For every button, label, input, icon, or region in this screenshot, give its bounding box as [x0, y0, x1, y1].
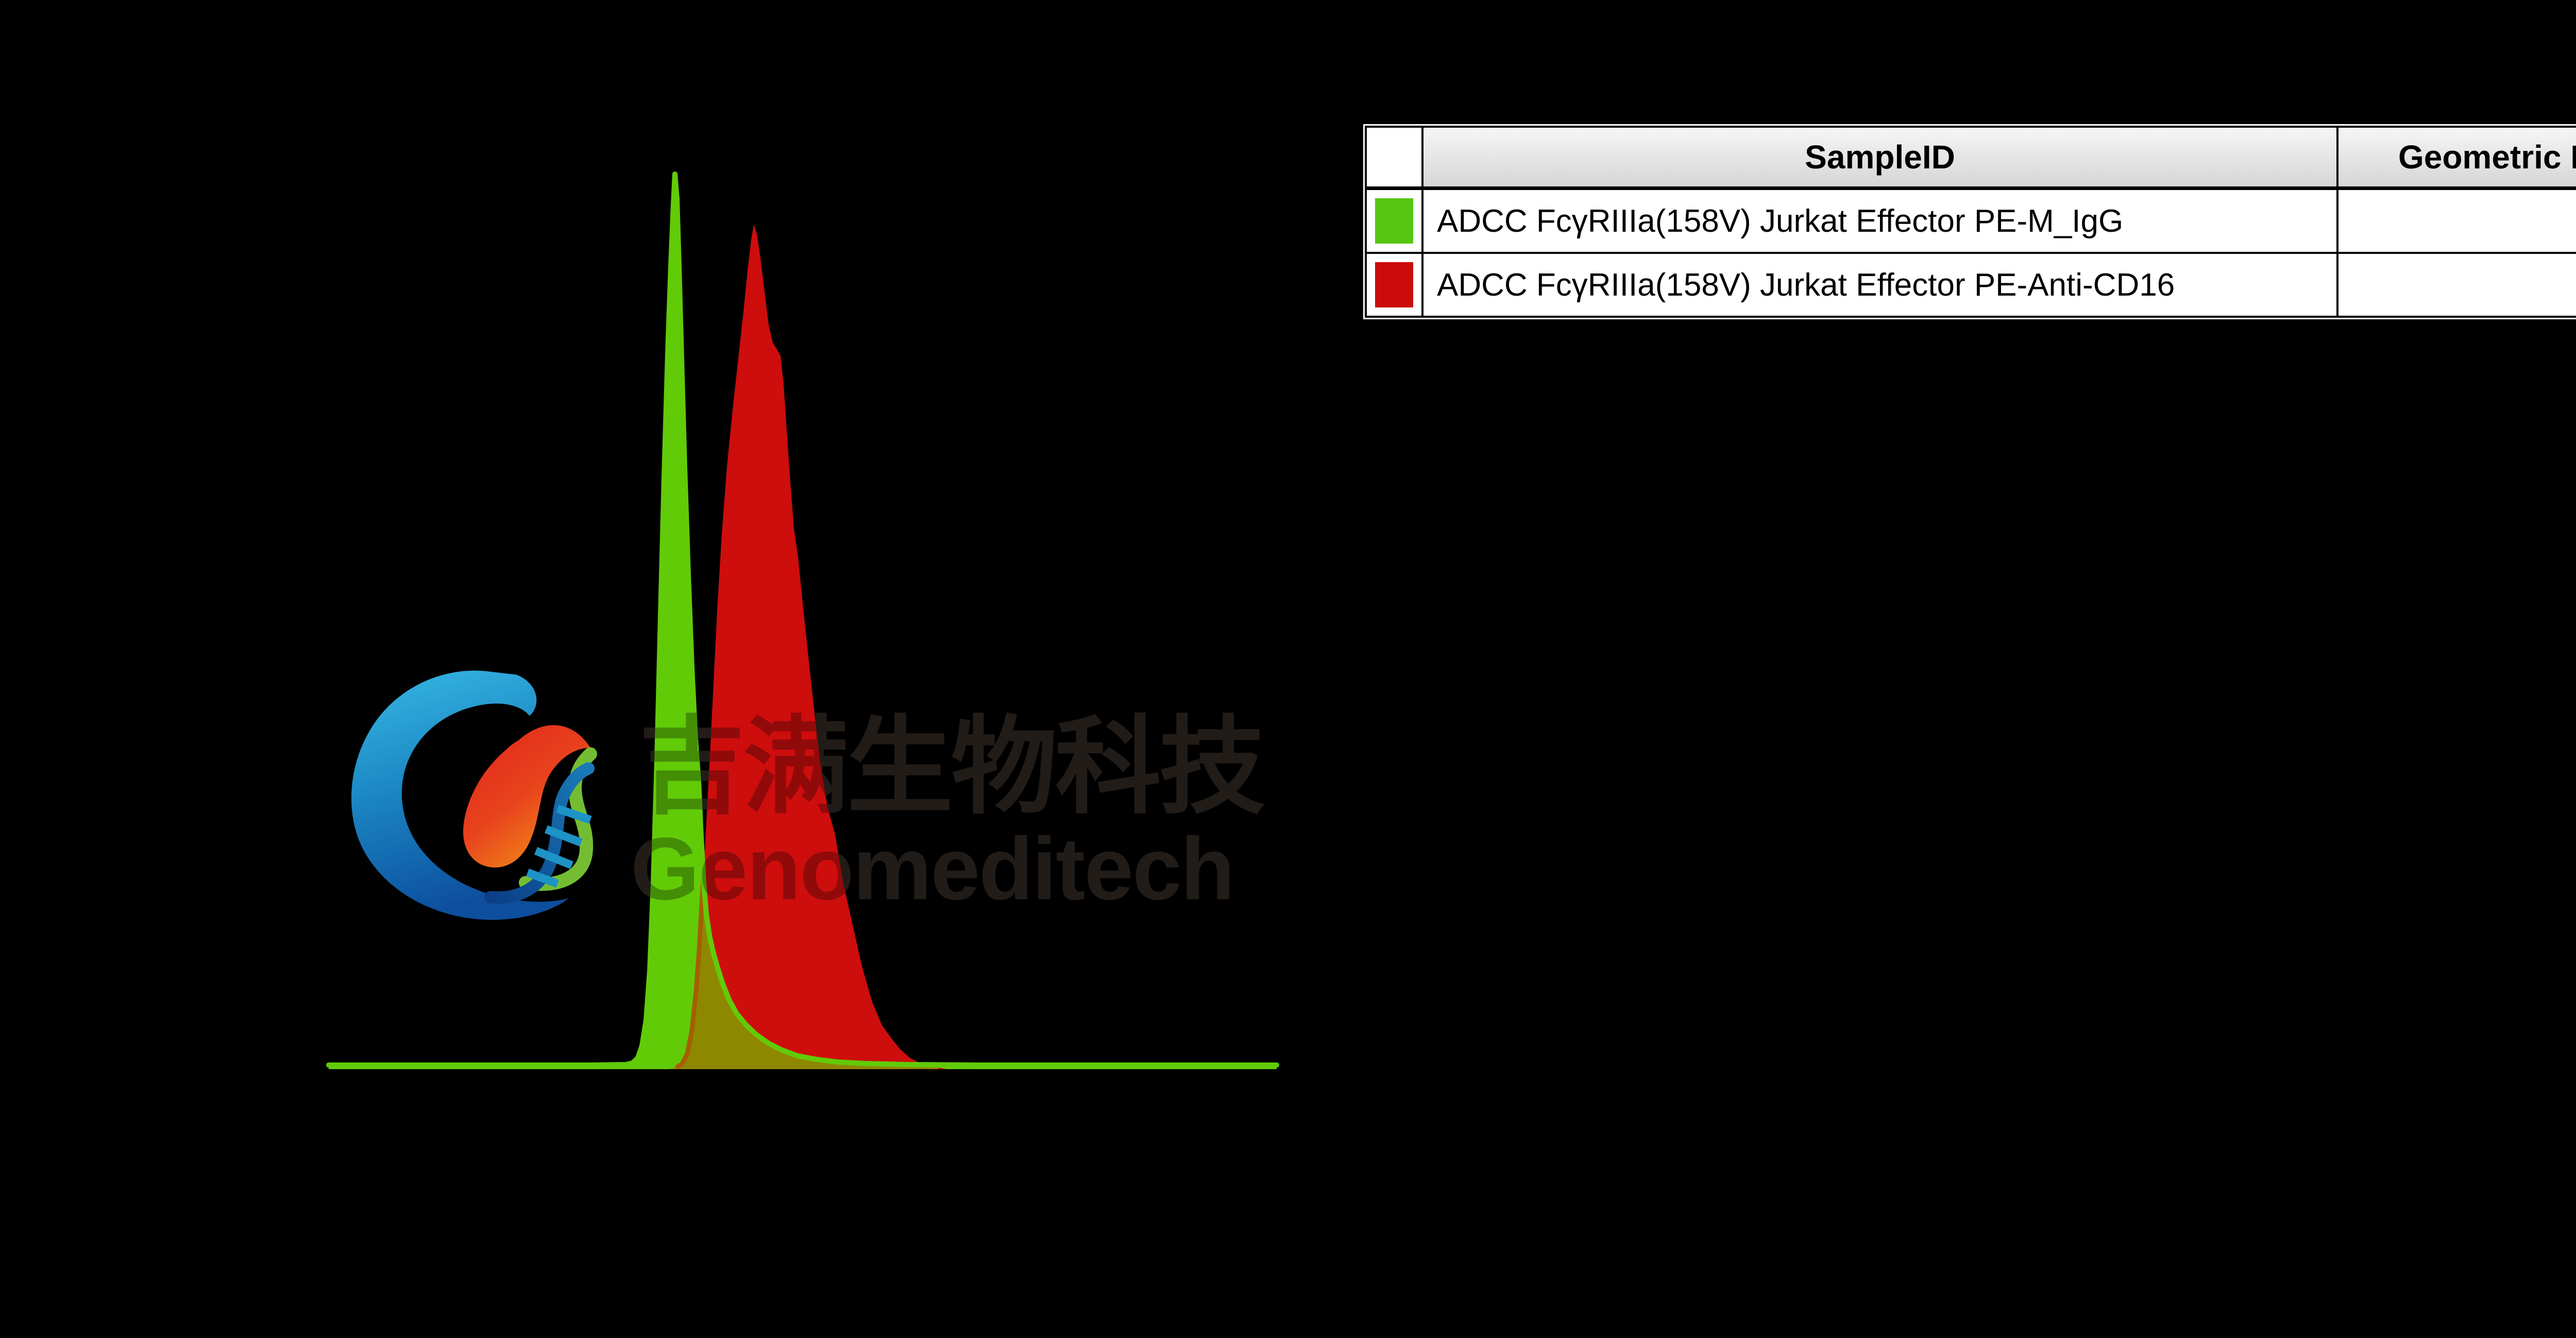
logo-dna-rungs	[526, 804, 592, 888]
histogram-red-fill	[329, 225, 1277, 1069]
legend-table: SampleID Geometric Mean : FL7-H ADCC Fcγ…	[1365, 126, 2576, 318]
green-color-swatch	[1375, 198, 1413, 244]
red-color-swatch	[1375, 262, 1413, 307]
histogram-red-edge-line	[674, 868, 706, 1070]
geometric-mean-value: 3664	[2336, 252, 2576, 318]
table-row: ADCC FcγRIIIa(158V) Jurkat Effector PE-M…	[1365, 187, 2576, 254]
genomeditech-logo-icon	[351, 671, 597, 920]
histogram-overlap-fill	[670, 884, 939, 1069]
swatch-cell	[1365, 252, 1423, 318]
sample-name: ADCC FcγRIIIa(158V) Jurkat Effector PE-A…	[1421, 252, 2338, 318]
logo-blue-swirl	[351, 671, 569, 920]
histogram-green-outline	[326, 171, 1279, 1068]
swatch-cell	[1365, 187, 1423, 254]
geometric-mean-value: 697	[2336, 187, 2576, 254]
header-cell-geometric-mean: Geometric Mean : FL7-H	[2336, 126, 2576, 190]
header-cell-sampleid: SampleID	[1421, 126, 2338, 190]
legend-header-row: SampleID Geometric Mean : FL7-H	[1365, 126, 2576, 190]
logo-flame	[463, 725, 590, 868]
sample-name: ADCC FcγRIIIa(158V) Jurkat Effector PE-M…	[1421, 187, 2338, 254]
header-cell-swatch	[1365, 126, 1423, 190]
table-row: ADCC FcγRIIIa(158V) Jurkat Effector PE-A…	[1365, 252, 2576, 318]
